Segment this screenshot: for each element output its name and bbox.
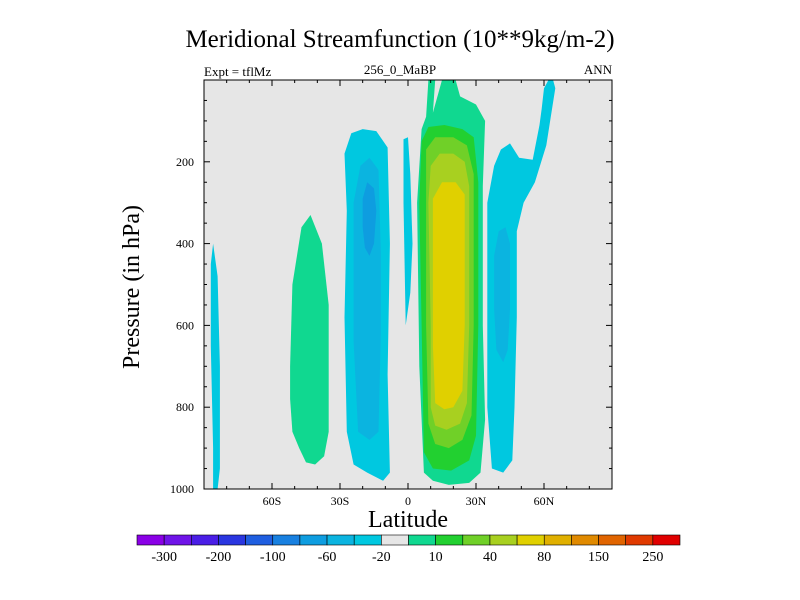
y-tick-label: 600 [176,318,194,332]
y-axis: 200 400 600 800 1000 [170,99,612,496]
x-axis: 60S 30S 0 30N 60N [226,80,590,508]
colorbar-swatch [462,534,491,546]
x-tick-label: 0 [405,494,411,508]
colorbar-swatch [598,534,626,546]
x-tick-label: 60S [263,494,282,508]
colorbar-swatch [353,534,382,546]
colorbar-swatch [381,534,409,546]
colorbar-swatch [489,534,518,546]
colorbar-label: -300 [151,550,177,565]
y-tick-label: 400 [176,237,194,251]
contour-bands [210,80,556,489]
colorbar-swatch [543,534,572,546]
colorbar: -300 -200 -100 -60 -20 10 40 80 150 250 [136,534,681,565]
experiment-label: Expt = tflMz [204,64,272,79]
colorbar-label: -100 [260,550,286,565]
colorbar-swatch [299,534,328,546]
x-tick-label: 30S [331,494,350,508]
band-sh-cyan-far [210,243,220,489]
band-eq-cyan-strip [403,137,413,326]
colorbar-label: 80 [537,550,551,565]
colorbar-swatch [326,534,355,546]
chart-title: Meridional Streamfunction (10**9kg/m-2) [185,26,615,53]
colorbar-label: 10 [429,550,443,565]
band-nh-cyan-right [487,80,556,473]
colorbar-swatch [625,534,654,546]
x-tick-label: 60N [534,494,555,508]
colorbar-label: 250 [642,550,663,565]
band-sh-cyan-core [362,182,377,256]
colorbar-swatch [218,534,246,546]
colorbar-swatch [191,534,219,546]
x-tick-label: 30N [466,494,487,508]
colorbar-swatch [408,534,436,546]
colorbar-swatch [272,534,301,546]
y-tick-label: 800 [176,400,194,414]
colorbar-label: 40 [483,550,497,565]
band-nh-cyan-inner [494,227,510,363]
season-label: ANN [583,62,612,77]
colorbar-swatch [571,534,599,546]
colorbar-swatch [435,534,464,546]
y-tick-label: 1000 [170,482,194,496]
colorbar-swatch [163,534,192,546]
band-sh-green [290,215,329,465]
colorbar-label: 150 [588,550,609,565]
colorbar-swatch [516,534,545,546]
colorbar-swatch [136,534,165,546]
colorbar-swatch [245,534,274,546]
case-label: 256_0_MaBP [363,62,437,77]
x-axis-title: Latitude [368,507,448,533]
colorbar-label: -20 [372,550,391,565]
y-tick-label: 200 [176,155,194,169]
colorbar-label: -60 [318,550,337,565]
y-axis-title: Pressure (in hPa) [119,205,145,369]
colorbar-swatch [652,534,681,546]
band-nh-yellow [432,182,465,410]
colorbar-label: -200 [206,550,232,565]
